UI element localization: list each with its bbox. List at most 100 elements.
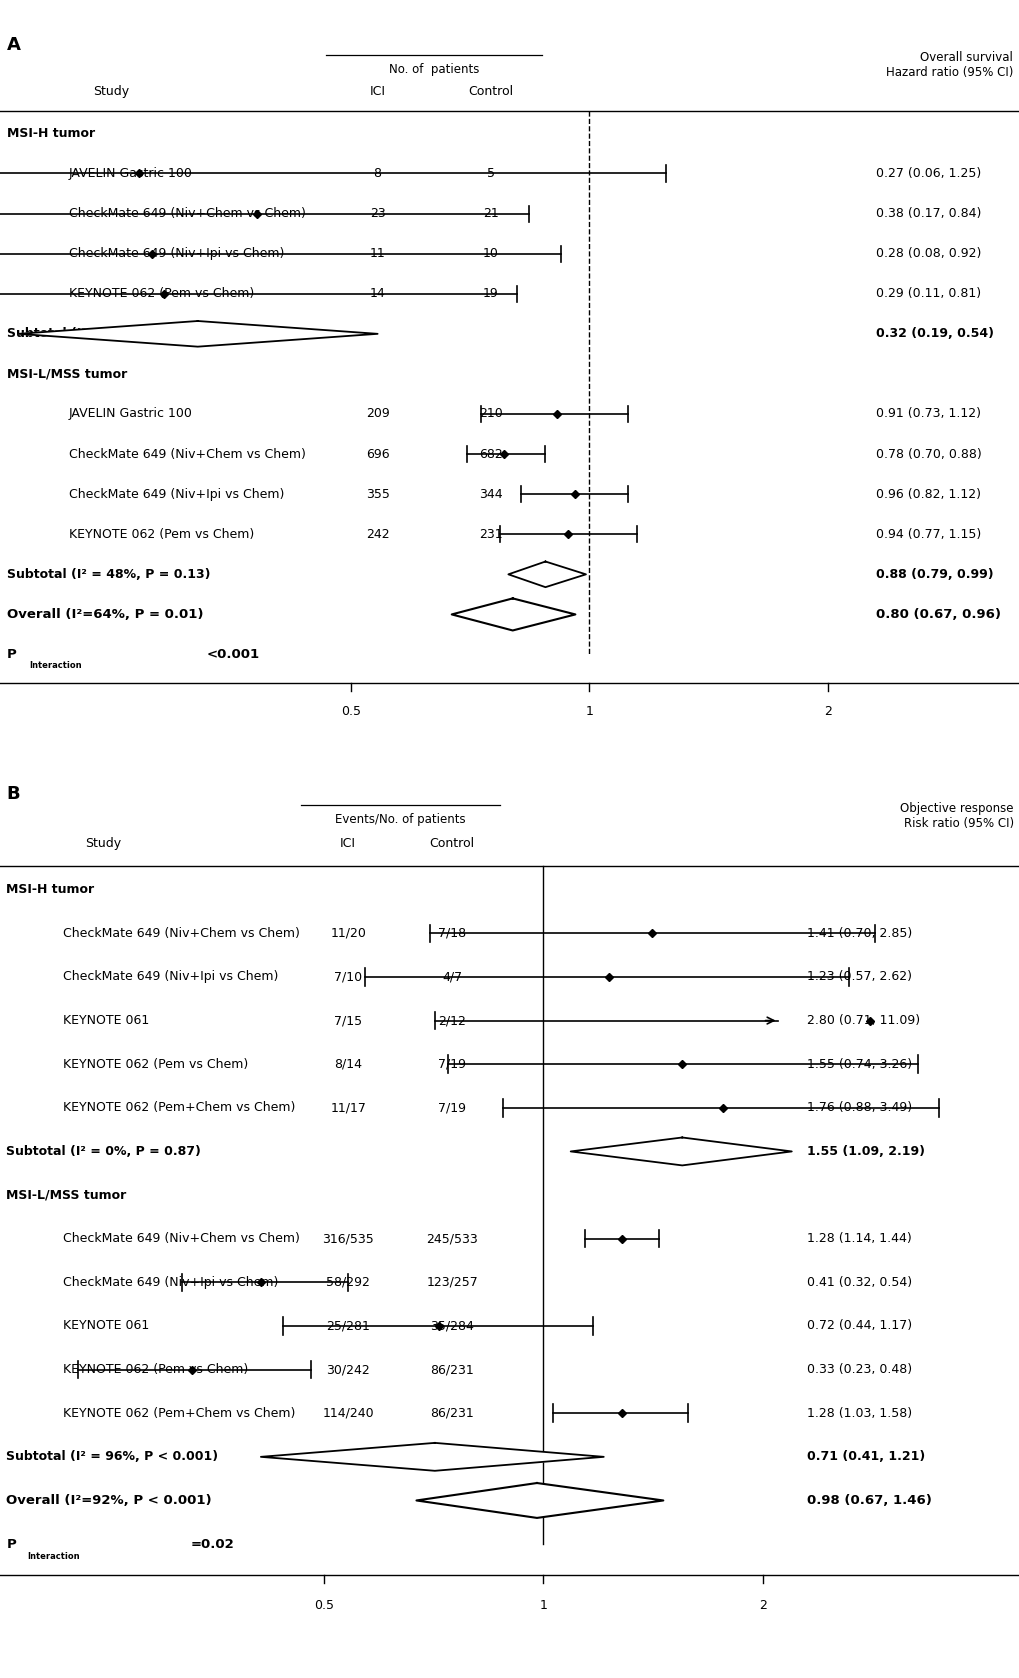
Text: Subtotal (I² = 0%, P = 0.87): Subtotal (I² = 0%, P = 0.87) [6, 1144, 201, 1158]
Text: ICI: ICI [339, 837, 356, 851]
Text: KEYNOTE 062 (Pem vs Chem): KEYNOTE 062 (Pem vs Chem) [63, 1363, 249, 1376]
Text: 0.94 (0.77, 1.15): 0.94 (0.77, 1.15) [875, 529, 980, 540]
Text: 242: 242 [366, 529, 389, 540]
Text: 0.5: 0.5 [340, 705, 361, 718]
Text: 14: 14 [369, 287, 385, 300]
Text: 19: 19 [482, 287, 498, 300]
Polygon shape [507, 562, 585, 587]
Text: 0.98 (0.67, 1.46): 0.98 (0.67, 1.46) [806, 1493, 931, 1507]
Text: 0.27 (0.06, 1.25): 0.27 (0.06, 1.25) [875, 168, 980, 180]
Text: 4/7: 4/7 [441, 970, 462, 983]
Text: 0.72 (0.44, 1.17): 0.72 (0.44, 1.17) [806, 1319, 912, 1332]
Text: KEYNOTE 062 (Pem vs Chem): KEYNOTE 062 (Pem vs Chem) [68, 287, 254, 300]
Text: CheckMate 649 (Niv+Chem vs Chem): CheckMate 649 (Niv+Chem vs Chem) [63, 926, 300, 940]
Text: 245/533: 245/533 [426, 1232, 478, 1245]
Text: A: A [7, 37, 20, 54]
Text: Control: Control [468, 86, 513, 97]
Polygon shape [261, 1443, 603, 1472]
Text: 0.28 (0.08, 0.92): 0.28 (0.08, 0.92) [875, 247, 980, 260]
Text: Interaction: Interaction [30, 661, 82, 670]
Text: 316/535: 316/535 [322, 1232, 374, 1245]
Text: Events/No. of patients: Events/No. of patients [334, 814, 465, 826]
Text: JAVELIN Gastric 100: JAVELIN Gastric 100 [68, 408, 193, 421]
Text: 21: 21 [482, 206, 498, 220]
Text: 1.55 (0.74, 3.26): 1.55 (0.74, 3.26) [806, 1057, 912, 1071]
Text: Overall (I²=92%, P < 0.001): Overall (I²=92%, P < 0.001) [6, 1493, 212, 1507]
Text: P: P [7, 648, 16, 661]
Text: 696: 696 [366, 448, 389, 460]
Text: 8: 8 [373, 168, 381, 180]
Polygon shape [416, 1483, 662, 1519]
Text: 1.55 (1.09, 2.19): 1.55 (1.09, 2.19) [806, 1144, 924, 1158]
Text: Objective response
Risk ratio (95% CI): Objective response Risk ratio (95% CI) [900, 802, 1013, 829]
Text: 1.76 (0.88, 3.49): 1.76 (0.88, 3.49) [806, 1101, 912, 1114]
Text: 123/257: 123/257 [426, 1275, 478, 1289]
Text: 0.41 (0.32, 0.54): 0.41 (0.32, 0.54) [806, 1275, 912, 1289]
Text: 25/281: 25/281 [326, 1319, 370, 1332]
Text: 1.23 (0.57, 2.62): 1.23 (0.57, 2.62) [806, 970, 911, 983]
Text: 2/12: 2/12 [438, 1014, 466, 1027]
Text: CheckMate 649 (Niv+Ipi vs Chem): CheckMate 649 (Niv+Ipi vs Chem) [63, 970, 278, 983]
Polygon shape [571, 1138, 791, 1166]
Text: 0.71 (0.41, 1.21): 0.71 (0.41, 1.21) [806, 1450, 924, 1463]
Text: 7/19: 7/19 [438, 1101, 466, 1114]
Text: Subtotal (I² = 0%, P = 0.96): Subtotal (I² = 0%, P = 0.96) [7, 327, 202, 341]
Text: Control: Control [429, 837, 474, 851]
Text: 86/231: 86/231 [430, 1406, 474, 1420]
Text: KEYNOTE 062 (Pem vs Chem): KEYNOTE 062 (Pem vs Chem) [68, 529, 254, 540]
Text: 231: 231 [478, 529, 501, 540]
Text: 10: 10 [482, 247, 498, 260]
Text: 0.38 (0.17, 0.84): 0.38 (0.17, 0.84) [875, 206, 980, 220]
Text: =0.02: =0.02 [190, 1537, 233, 1550]
Text: 209: 209 [366, 408, 389, 421]
Text: 30/242: 30/242 [326, 1363, 370, 1376]
Text: Interaction: Interaction [26, 1552, 79, 1561]
Text: B: B [6, 785, 20, 802]
Text: No. of  patients: No. of patients [388, 62, 479, 76]
Text: 58/292: 58/292 [326, 1275, 370, 1289]
Text: JAVELIN Gastric 100: JAVELIN Gastric 100 [68, 168, 193, 180]
Polygon shape [451, 599, 575, 631]
Text: 11/20: 11/20 [330, 926, 366, 940]
Text: 0.91 (0.73, 1.12): 0.91 (0.73, 1.12) [875, 408, 979, 421]
Text: CheckMate 649 (Niv+Chem vs Chem): CheckMate 649 (Niv+Chem vs Chem) [68, 206, 306, 220]
Text: Study: Study [93, 86, 128, 97]
Text: 682: 682 [478, 448, 502, 460]
Text: 210: 210 [478, 408, 502, 421]
Text: 1: 1 [539, 1599, 547, 1611]
Text: ICI: ICI [369, 86, 385, 97]
Text: 355: 355 [366, 488, 389, 500]
Text: 8/14: 8/14 [334, 1057, 362, 1071]
Text: 344: 344 [478, 488, 501, 500]
Text: 0.32 (0.19, 0.54): 0.32 (0.19, 0.54) [875, 327, 993, 341]
Text: 0.33 (0.23, 0.48): 0.33 (0.23, 0.48) [806, 1363, 912, 1376]
Text: 7/10: 7/10 [334, 970, 362, 983]
Polygon shape [18, 320, 377, 347]
Text: 0.78 (0.70, 0.88): 0.78 (0.70, 0.88) [875, 448, 980, 460]
Text: 11: 11 [369, 247, 385, 260]
Text: 7/18: 7/18 [438, 926, 466, 940]
Text: 7/19: 7/19 [438, 1057, 466, 1071]
Text: 0.5: 0.5 [314, 1599, 333, 1611]
Text: CheckMate 649 (Niv+Ipi vs Chem): CheckMate 649 (Niv+Ipi vs Chem) [68, 488, 284, 500]
Text: KEYNOTE 062 (Pem+Chem vs Chem): KEYNOTE 062 (Pem+Chem vs Chem) [63, 1406, 296, 1420]
Text: 0.88 (0.79, 0.99): 0.88 (0.79, 0.99) [875, 567, 993, 581]
Text: 0.80 (0.67, 0.96): 0.80 (0.67, 0.96) [875, 607, 1000, 621]
Text: 86/231: 86/231 [430, 1363, 474, 1376]
Text: 0.29 (0.11, 0.81): 0.29 (0.11, 0.81) [875, 287, 980, 300]
Text: MSI-L/MSS tumor: MSI-L/MSS tumor [7, 367, 127, 381]
Text: P: P [6, 1537, 16, 1550]
Text: MSI-L/MSS tumor: MSI-L/MSS tumor [6, 1188, 126, 1201]
Text: KEYNOTE 061: KEYNOTE 061 [63, 1014, 150, 1027]
Text: 2: 2 [823, 705, 830, 718]
Text: 2.80 (0.71, 11.09): 2.80 (0.71, 11.09) [806, 1014, 919, 1027]
Text: 11/17: 11/17 [330, 1101, 366, 1114]
Text: Overall (I²=64%, P = 0.01): Overall (I²=64%, P = 0.01) [7, 607, 203, 621]
Text: 5: 5 [486, 168, 494, 180]
Text: KEYNOTE 062 (Pem+Chem vs Chem): KEYNOTE 062 (Pem+Chem vs Chem) [63, 1101, 296, 1114]
Text: Subtotal (I² = 96%, P < 0.001): Subtotal (I² = 96%, P < 0.001) [6, 1450, 218, 1463]
Text: KEYNOTE 061: KEYNOTE 061 [63, 1319, 150, 1332]
Text: CheckMate 649 (Niv+Chem vs Chem): CheckMate 649 (Niv+Chem vs Chem) [63, 1232, 300, 1245]
Text: 2: 2 [758, 1599, 766, 1611]
Text: CheckMate 649 (Niv+Chem vs Chem): CheckMate 649 (Niv+Chem vs Chem) [68, 448, 306, 460]
